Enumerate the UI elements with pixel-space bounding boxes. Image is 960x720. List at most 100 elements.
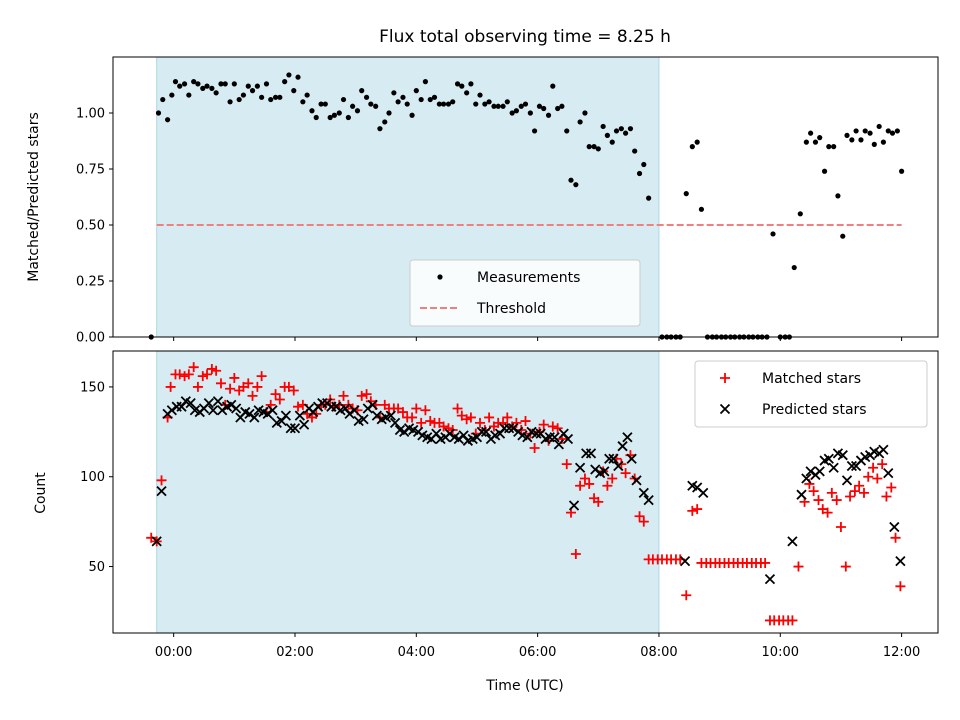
matched-stars-point xyxy=(188,362,199,373)
measurements-point xyxy=(222,81,228,87)
measurements-point xyxy=(808,130,814,136)
measurements-point xyxy=(568,177,574,183)
measurements-point xyxy=(318,101,324,107)
measurements-point xyxy=(259,94,265,100)
measurements-point xyxy=(277,94,283,100)
measurements-point xyxy=(345,114,351,121)
x-tick-label: 04:00 xyxy=(398,645,435,660)
measurements-point xyxy=(622,130,629,136)
matched-stars-point xyxy=(547,421,558,432)
predicted-stars-point xyxy=(617,441,628,452)
matched-stars-point xyxy=(461,414,472,425)
x-tick-label: 10:00 xyxy=(762,645,799,660)
predicted-stars-point xyxy=(285,423,296,434)
predicted-stars-point xyxy=(608,453,619,464)
measurements-point xyxy=(491,103,497,109)
matched-stars-point xyxy=(197,371,208,382)
measurements-point xyxy=(400,94,406,100)
matched-stars-point xyxy=(252,381,263,392)
measurements-point xyxy=(541,105,547,112)
predicted-stars-legend-marker xyxy=(719,403,731,415)
matched-stars-point xyxy=(822,507,833,518)
measurements-point xyxy=(889,130,896,136)
measurements-point xyxy=(350,103,356,109)
measurements-point xyxy=(477,92,483,98)
ratio-axes-frame xyxy=(112,56,939,338)
matched-stars-point xyxy=(570,548,581,559)
measurements-point xyxy=(354,108,361,114)
ratio-y-tick-label: 0.25 xyxy=(76,275,105,290)
measurements-point xyxy=(164,117,171,123)
matched-stars-point xyxy=(183,369,194,380)
measurements-point xyxy=(536,103,543,109)
predicted-stars-point xyxy=(156,485,167,497)
matched-stars-point xyxy=(868,462,879,473)
measurements-point xyxy=(522,101,529,107)
measurements-point xyxy=(213,90,219,96)
measurements-point xyxy=(386,110,392,116)
predicted-stars-point xyxy=(895,556,906,567)
x-tick-label: 06:00 xyxy=(519,645,556,660)
matched-stars-point xyxy=(229,372,240,383)
matched-stars-point xyxy=(760,557,771,568)
measurements-point xyxy=(880,139,887,145)
matched-stars-point xyxy=(692,504,703,515)
measurements-point xyxy=(504,99,510,105)
measurements-point xyxy=(181,81,188,87)
matched-stars-point xyxy=(681,590,692,601)
chart-title: Flux total observing time = 8.25 h xyxy=(379,27,671,47)
matched-stars-point xyxy=(877,459,888,470)
predicted-stars-point xyxy=(207,405,219,416)
ratio-y-tick-label: 0.75 xyxy=(76,163,105,178)
measurements-point xyxy=(368,101,374,107)
measurements-point xyxy=(885,128,891,134)
measurements-point xyxy=(577,119,583,125)
measurements-point xyxy=(295,74,301,80)
predicted-stars-point xyxy=(358,414,369,425)
matched-stars-point xyxy=(831,495,842,506)
measurements-point xyxy=(391,90,397,96)
measurements-point xyxy=(209,85,215,91)
measurements-point xyxy=(509,110,515,116)
matched-stars-point xyxy=(356,390,367,401)
measurements-point xyxy=(618,126,624,132)
matched-stars-point xyxy=(835,522,846,533)
measurements-point xyxy=(340,96,347,103)
counts-legend xyxy=(694,360,928,428)
predicted-stars-point xyxy=(878,444,889,455)
matched-stars-legend-marker xyxy=(720,373,730,383)
measurements-point xyxy=(200,85,206,91)
measurements-point xyxy=(683,191,689,197)
measurements-point xyxy=(231,81,237,87)
measurements-point xyxy=(172,79,179,85)
predicted-stars-point xyxy=(679,556,691,567)
measurements-point xyxy=(459,83,465,89)
predicted-stars-point xyxy=(837,450,848,461)
measurements-point xyxy=(331,112,338,118)
measurements-point xyxy=(803,139,809,145)
matched-stars-point xyxy=(840,561,851,572)
measurements-point xyxy=(876,123,882,130)
measurements-point xyxy=(268,96,274,103)
measurements-point xyxy=(550,83,556,89)
matched-stars-point xyxy=(872,473,883,484)
matched-stars-point xyxy=(881,491,892,502)
predicted-stars-point xyxy=(883,468,894,479)
measurements-point xyxy=(309,108,315,114)
predicted-stars-point xyxy=(531,428,542,439)
matched-stars-point xyxy=(165,381,176,392)
measurements-point xyxy=(336,110,342,116)
measurements-legend-marker xyxy=(437,274,443,280)
measurements-point xyxy=(613,128,620,134)
predicted-stars-point xyxy=(814,466,825,477)
matched-stars-point xyxy=(520,416,531,427)
predicted-stars-point xyxy=(249,412,260,423)
predicted-stars-point xyxy=(631,475,642,486)
measurements-point xyxy=(313,114,319,121)
predicted-stars-point xyxy=(796,489,807,500)
measurements-point xyxy=(835,193,841,199)
measurements-point xyxy=(227,99,233,105)
matched-stars-point xyxy=(593,496,604,507)
measurements-point xyxy=(840,233,846,239)
